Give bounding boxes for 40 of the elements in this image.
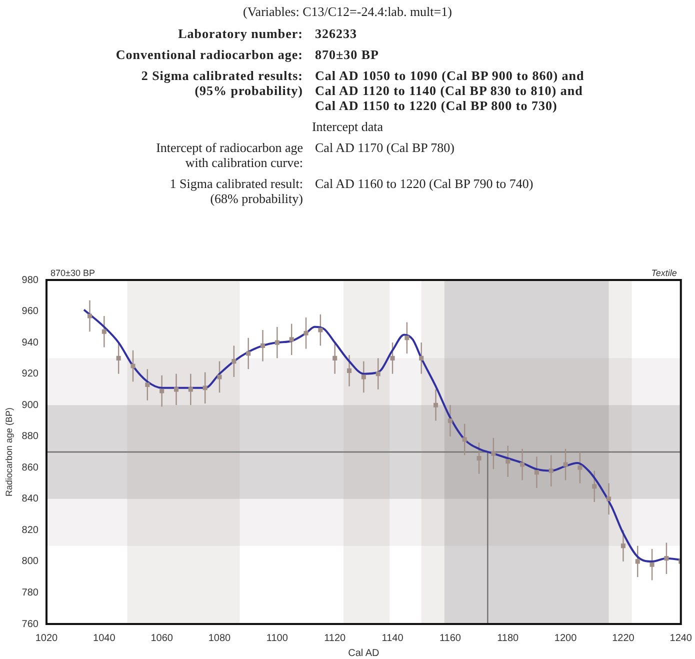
x-tick-label: 1020 [35, 632, 58, 644]
x-tick-label: 1240 [670, 632, 692, 644]
text: 326233 [315, 26, 357, 41]
text: 2 Sigma calibrated results: (95% probability) [140, 68, 304, 100]
chart-subtitle: (Variables: C13/C12=-24.4:lab. mult=1) [242, 4, 453, 21]
text: Intercept data [310, 119, 384, 134]
text: Cal AD 1160 to 1220 (Cal BP 790 to 740) [315, 176, 534, 193]
text: Laboratory number: [177, 26, 304, 41]
text: Conventional radiocarbon age: [114, 47, 304, 62]
x-tick-label: 1060 [150, 632, 174, 644]
text: Cal AD 1050 to 1090 (Cal BP 900 to 860) and Cal AD 1120 to 1140 (Cal BP 830 to 810) and Cal AD 1150 to 1220 (Cal BP 800 to 730) [315, 68, 584, 113]
y-tick-label: 940 [22, 337, 39, 348]
x-tick-label: 1200 [554, 632, 578, 644]
x-tick-label: 1100 [266, 632, 288, 644]
text: 1 Sigma calibrated result: (68% probability) [168, 176, 304, 206]
y-tick-label: 760 [22, 618, 39, 630]
y-tick-label: 840 [22, 494, 39, 505]
y-tick-label: 880 [22, 431, 39, 442]
text: 870±30 BP [50, 268, 95, 278]
x-tick-label: 1120 [324, 632, 346, 644]
y-tick-label: 980 [22, 274, 39, 286]
x-tick-label: 1140 [382, 632, 404, 644]
x-tick-label: 1180 [497, 632, 520, 644]
text: Cal AD 1170 (Cal BP 780) [315, 140, 455, 157]
x-tick-label: 1220 [612, 632, 635, 644]
y-tick-label: 900 [22, 400, 39, 411]
y-axis-title: Radiocarbon age (BP) [4, 407, 14, 497]
y-tick-label: 960 [22, 306, 39, 318]
text: Intercept of radiocarbon age with calibration curve: [155, 140, 304, 170]
y-tick-label: 820 [22, 524, 39, 536]
text: 870±30 BP [315, 47, 379, 62]
x-axis-title: Cal AD [348, 648, 380, 659]
x-tick-label: 1040 [93, 632, 116, 644]
x-tick-label: 1160 [439, 632, 462, 644]
y-tick-label: 780 [22, 587, 39, 598]
y-tick-label: 920 [22, 368, 39, 380]
y-tick-label: 860 [22, 462, 39, 474]
y-tick-label: 800 [22, 556, 39, 568]
x-tick-label: 1080 [208, 632, 232, 644]
text: Textile [651, 268, 677, 278]
